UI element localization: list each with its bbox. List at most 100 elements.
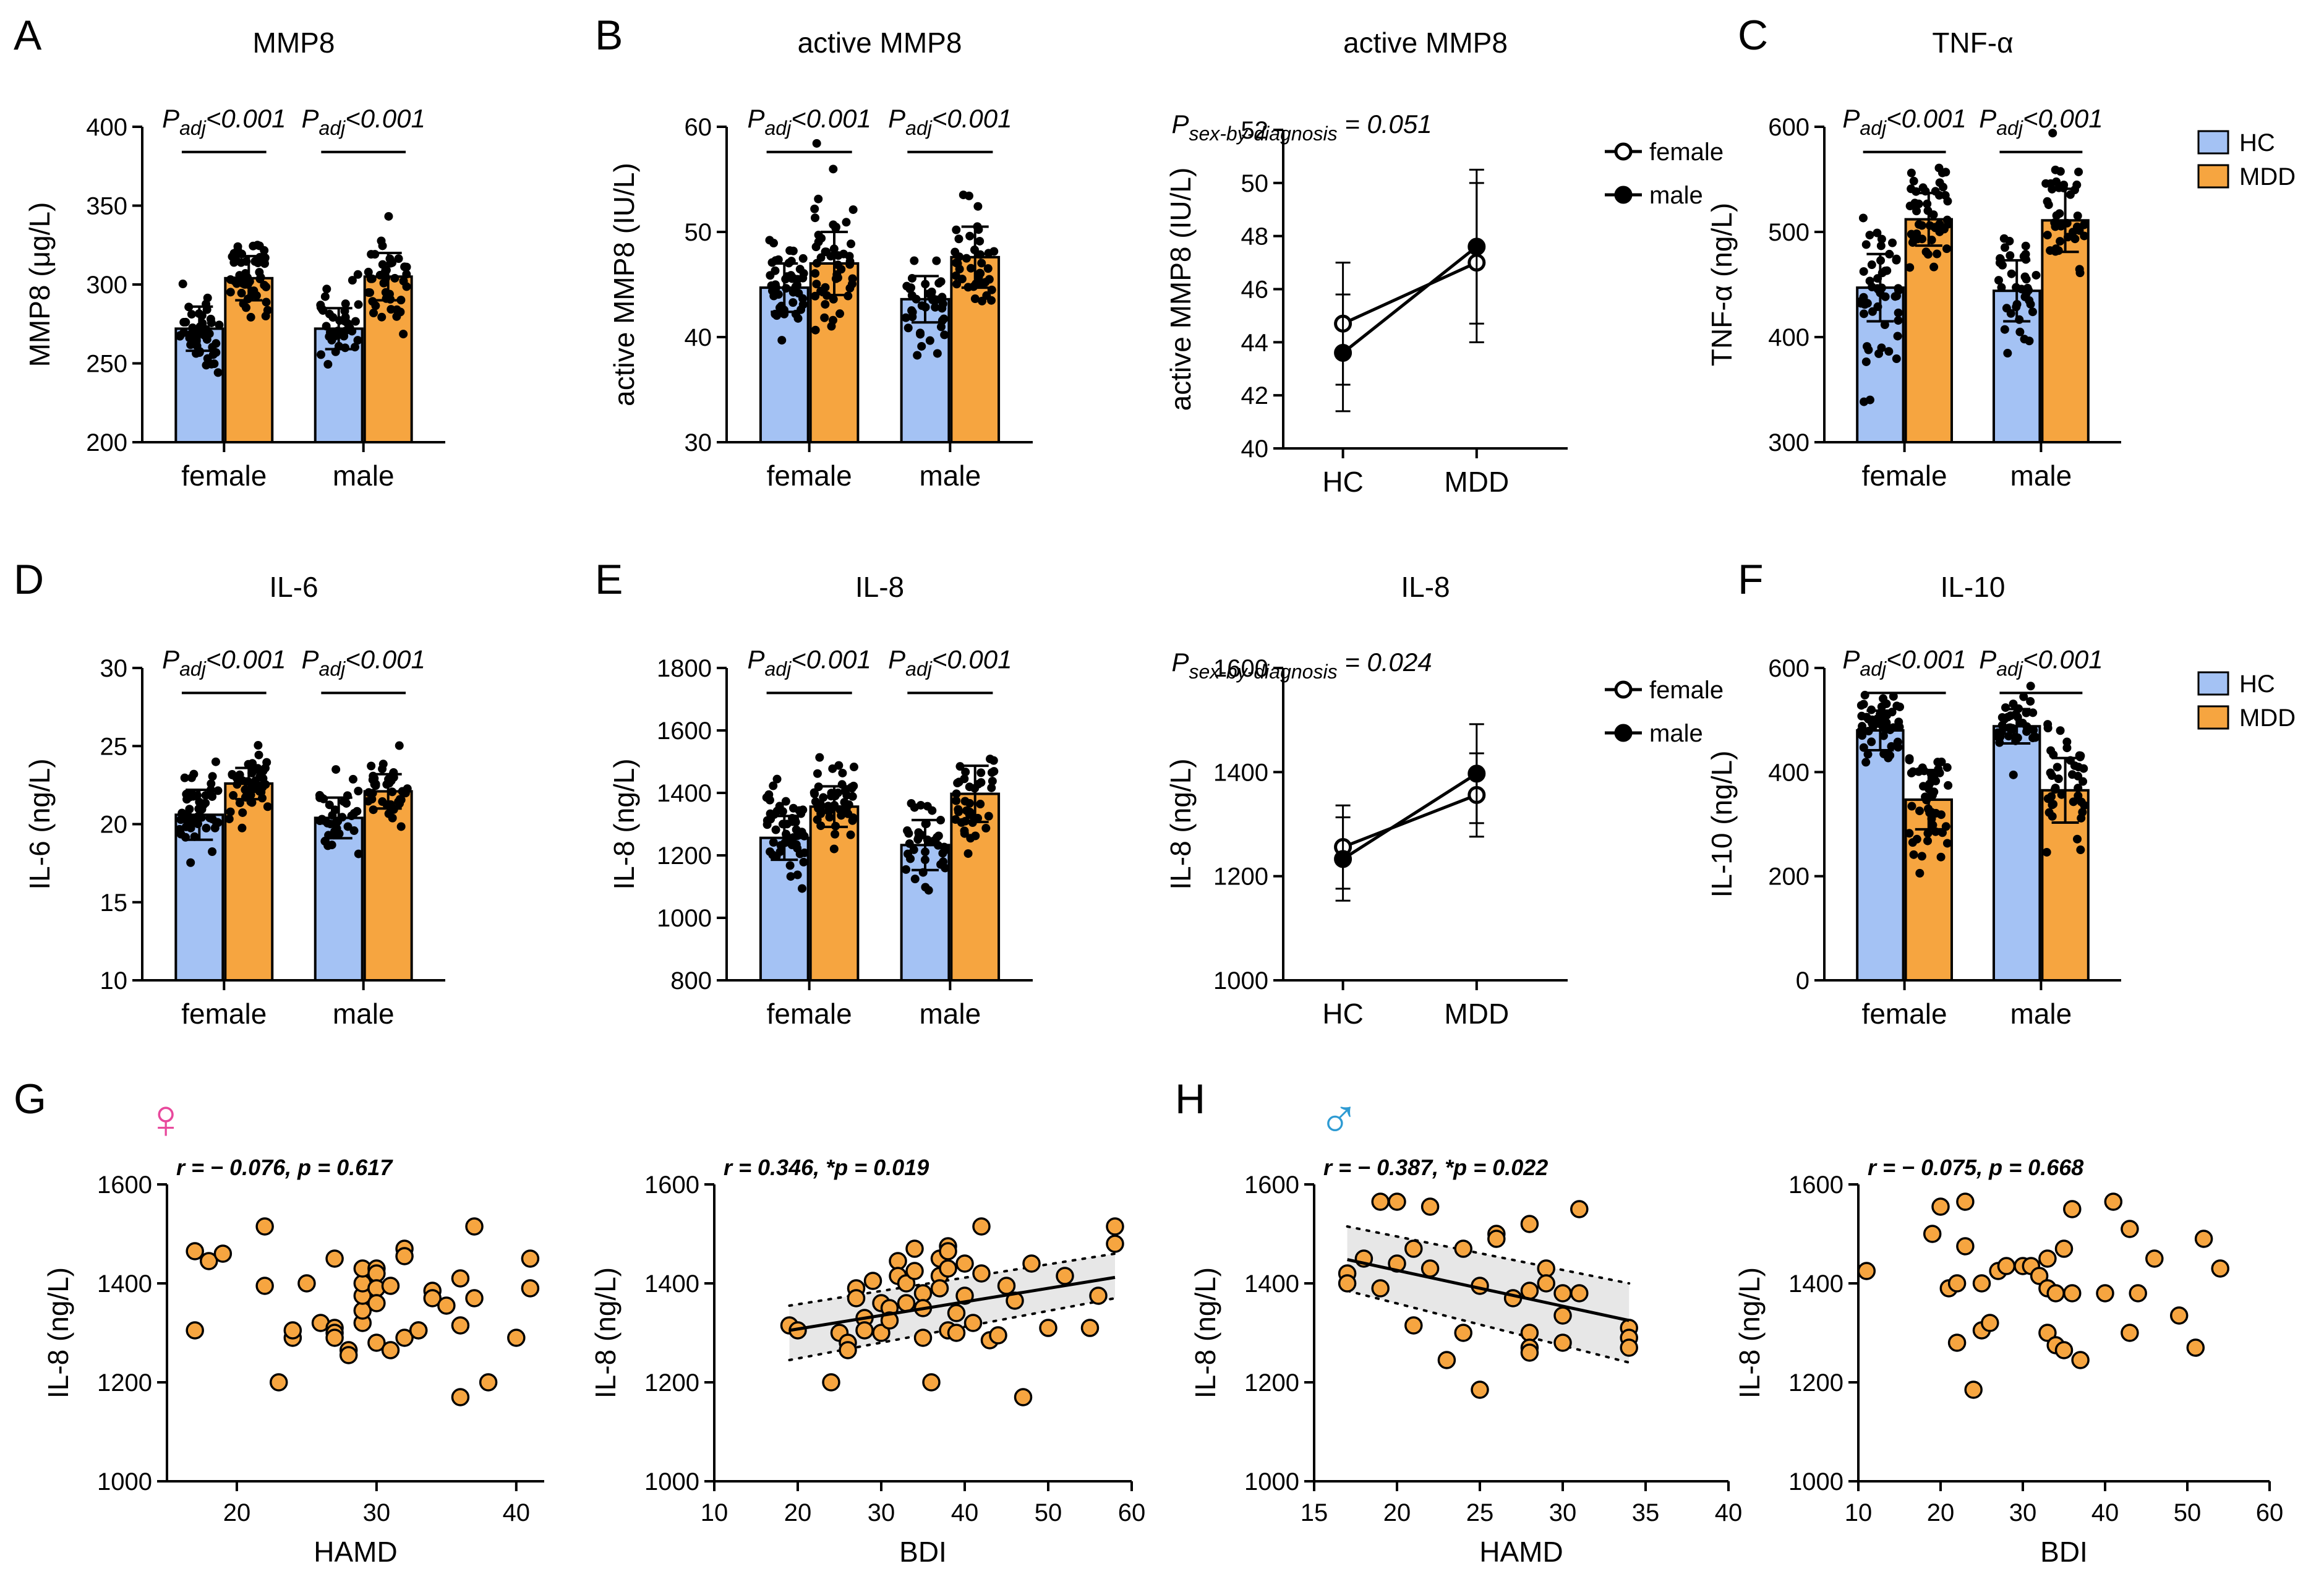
data-point xyxy=(931,302,940,312)
data-point xyxy=(792,840,801,849)
data-point xyxy=(409,1321,428,1340)
x-tick-label: 20 xyxy=(1383,1499,1411,1526)
data-point xyxy=(342,798,351,808)
data-point xyxy=(323,818,332,828)
data-point xyxy=(798,254,808,263)
data-point xyxy=(1997,721,2007,730)
chart-e2: IL-8 1000 1200 1400 1600 IL-8 (ng/L) HC MDD Psex… xyxy=(1164,571,1724,1030)
data-point xyxy=(354,300,363,309)
marker-male xyxy=(1334,344,1352,362)
data-point xyxy=(269,1373,288,1392)
data-point xyxy=(2047,792,2056,801)
data-point xyxy=(2051,222,2060,231)
legend-swatch-mdd xyxy=(2197,705,2229,730)
data-point xyxy=(364,288,373,297)
data-point xyxy=(378,797,387,807)
x-tick-label: MDD xyxy=(1444,466,1509,498)
y-tick-label: 30 xyxy=(685,429,712,456)
data-point xyxy=(364,797,373,806)
data-point xyxy=(2001,703,2010,712)
data-point xyxy=(1106,1217,1124,1236)
data-point xyxy=(331,332,340,341)
ci-lower-line xyxy=(788,1297,1116,1361)
data-point xyxy=(2044,200,2053,210)
data-point xyxy=(2043,724,2053,733)
data-point xyxy=(863,1272,882,1290)
chart-title: active MMP8 xyxy=(798,27,962,59)
data-point xyxy=(1895,702,1905,711)
y-tick-label: 1200 xyxy=(1788,1369,1843,1397)
data-point xyxy=(1520,1215,1539,1233)
data-point xyxy=(1014,1388,1033,1406)
data-point xyxy=(2048,771,2057,781)
data-point xyxy=(226,807,235,816)
data-point xyxy=(322,322,331,331)
data-point xyxy=(189,337,198,346)
data-point xyxy=(902,281,912,291)
data-point xyxy=(260,246,269,255)
data-point xyxy=(1887,708,1897,717)
data-point xyxy=(2026,696,2035,706)
data-point xyxy=(2066,190,2075,199)
data-point xyxy=(1857,1262,1876,1280)
data-point xyxy=(322,285,331,294)
y-tick-label: 1200 xyxy=(1244,1369,1299,1397)
data-point xyxy=(2071,1351,2090,1369)
data-point xyxy=(364,788,374,797)
data-point xyxy=(367,1294,386,1312)
x-tick-label: 60 xyxy=(2256,1499,2284,1526)
y-tick-label: 1600 xyxy=(1788,1171,1843,1199)
x-tick-label: 40 xyxy=(503,1499,531,1526)
data-point xyxy=(1915,807,1925,816)
legend-swatch-mdd xyxy=(2197,164,2229,189)
data-point xyxy=(2046,1284,2065,1303)
data-point xyxy=(2053,763,2062,772)
data-point xyxy=(2028,307,2037,317)
panel-letter: D xyxy=(14,556,44,603)
data-point xyxy=(988,776,997,785)
data-point xyxy=(788,288,798,297)
data-point xyxy=(938,849,947,858)
data-point xyxy=(2042,847,2051,857)
y-tick-label: 1200 xyxy=(1213,863,1268,891)
legend-label: HC xyxy=(2239,129,2275,156)
data-point xyxy=(1863,750,1873,759)
data-point xyxy=(947,1324,966,1342)
padj-annotation: Padj<0.001 xyxy=(1979,644,2103,680)
panel-letter: F xyxy=(1738,556,1764,603)
data-point xyxy=(2070,234,2080,244)
data-point xyxy=(987,768,996,777)
data-point xyxy=(775,303,784,312)
data-point xyxy=(1873,228,1882,237)
padj-annotation: Padj<0.001 xyxy=(302,104,425,139)
data-point xyxy=(939,314,949,323)
data-point xyxy=(1909,176,1918,186)
marker-male xyxy=(1467,237,1486,256)
legend-swatch-hc xyxy=(2197,130,2229,155)
data-point xyxy=(1894,743,1903,752)
data-point xyxy=(2052,211,2061,220)
data-point xyxy=(917,341,926,351)
marker-male xyxy=(1334,850,1352,868)
data-point xyxy=(922,1373,941,1392)
data-point xyxy=(2015,327,2025,336)
data-point xyxy=(1995,258,2004,267)
data-point xyxy=(396,822,406,831)
male-symbol-icon: ♂ xyxy=(1318,1089,1360,1150)
data-point xyxy=(1520,1324,1539,1342)
data-point xyxy=(262,297,271,307)
data-point xyxy=(932,256,941,265)
data-point xyxy=(795,849,805,858)
data-point xyxy=(2080,801,2089,810)
padj-annotation: Padj<0.001 xyxy=(1979,104,2103,139)
data-point xyxy=(1880,320,1889,330)
bar-mdd xyxy=(2041,219,2090,443)
data-point xyxy=(394,254,403,263)
data-point xyxy=(2005,236,2014,246)
data-point xyxy=(924,289,933,298)
data-point xyxy=(388,813,397,823)
data-point xyxy=(226,275,235,285)
data-point xyxy=(2050,785,2059,794)
data-point xyxy=(769,781,778,790)
data-point xyxy=(235,271,244,280)
